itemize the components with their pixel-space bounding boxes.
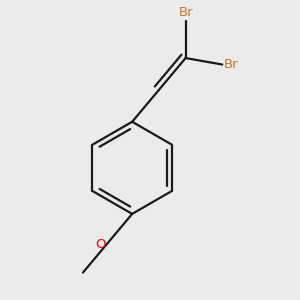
Text: Br: Br [178, 6, 193, 20]
Text: O: O [95, 238, 105, 250]
Text: Br: Br [224, 58, 239, 71]
